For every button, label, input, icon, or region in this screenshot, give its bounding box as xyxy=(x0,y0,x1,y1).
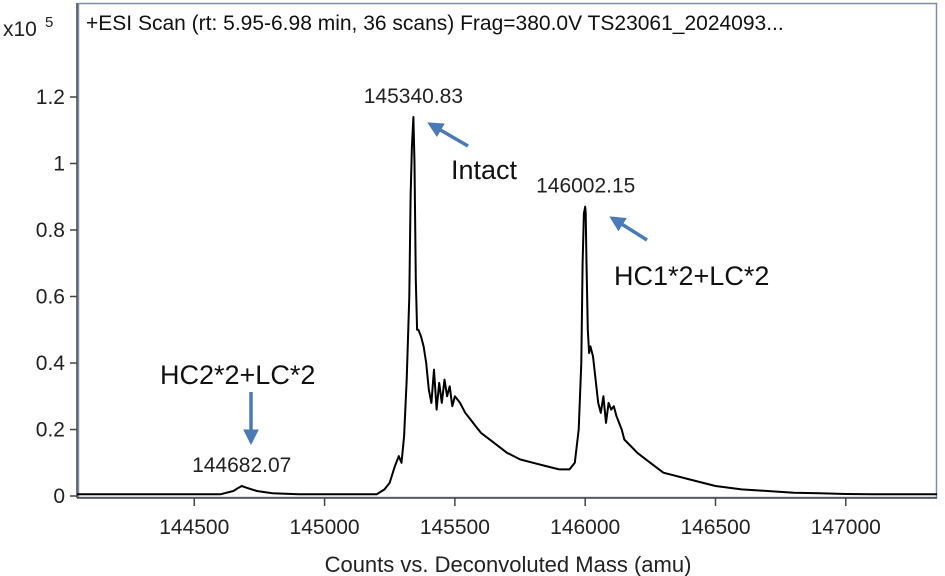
x-tick-label: 144500 xyxy=(159,516,229,539)
y-axis-ticks: 0 0.2 0.4 0.6 0.8 1 1.2 xyxy=(36,86,77,508)
y-scale-exponent: 5 xyxy=(45,14,53,31)
peak-label: 146002.15 xyxy=(536,175,635,198)
x-tick-label: 146000 xyxy=(550,516,620,539)
x-axis-title: Counts vs. Deconvoluted Mass (amu) xyxy=(325,552,692,576)
spectrum-trace xyxy=(77,116,937,496)
y-tick-label: 1 xyxy=(53,153,65,176)
arrow-intact xyxy=(427,122,469,148)
y-tick-label: 1.2 xyxy=(36,86,65,109)
scan-title: +ESI Scan (rt: 5.95-6.98 min, 36 scans) … xyxy=(86,12,784,35)
annotation-hc1-lc: HC1*2+LC*2 xyxy=(614,261,769,291)
y-tick-label: 0.2 xyxy=(36,419,65,442)
plot-frame xyxy=(77,2,938,499)
y-tick-label: 0.6 xyxy=(36,286,65,309)
x-tick-label: 145000 xyxy=(290,516,360,539)
y-scale-prefix: x10 xyxy=(3,18,37,41)
annotation-intact: Intact xyxy=(451,155,518,185)
y-tick-label: 0.8 xyxy=(36,219,65,242)
annotation-hc2-lc: HC2*2+LC*2 xyxy=(160,360,315,390)
arrow-hc1-lc xyxy=(609,216,648,242)
x-tick-label: 147000 xyxy=(811,516,881,539)
peak-label: 144682.07 xyxy=(192,454,291,477)
x-tick-label: 145500 xyxy=(420,516,490,539)
peak-label: 145340.83 xyxy=(364,85,463,108)
y-tick-label: 0 xyxy=(53,485,65,508)
peak-labels: 144682.07 145340.83 146002.15 xyxy=(192,85,635,477)
x-tick-label: 146500 xyxy=(680,516,750,539)
x-axis-ticks: 144500 145000 145500 146000 146500 147000 xyxy=(159,498,881,539)
y-tick-label: 0.4 xyxy=(36,352,66,375)
